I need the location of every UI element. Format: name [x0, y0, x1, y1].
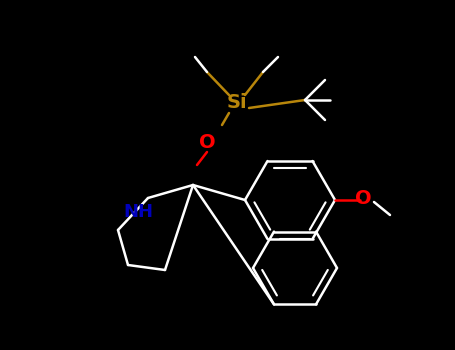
Text: NH: NH [123, 203, 153, 221]
Text: Si: Si [227, 93, 248, 112]
Text: O: O [199, 133, 215, 152]
Text: O: O [355, 189, 371, 208]
